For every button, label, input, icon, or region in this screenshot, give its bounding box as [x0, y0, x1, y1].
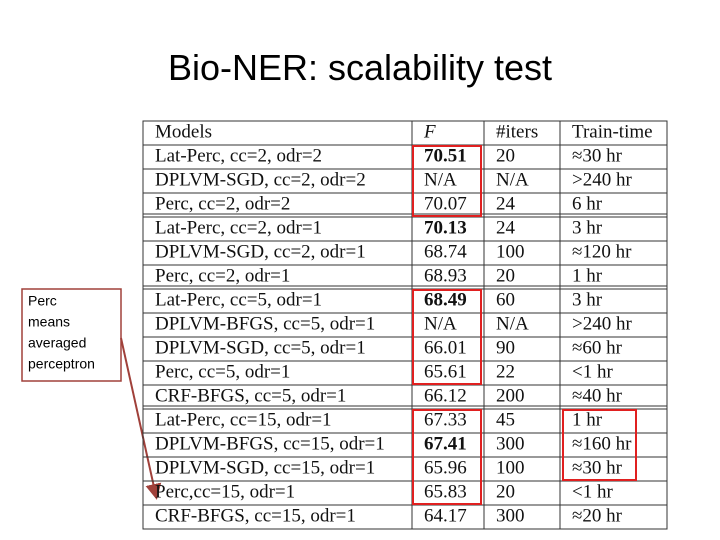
note-line: means [28, 314, 70, 330]
table-cell: N/A [424, 313, 457, 334]
note-box [21, 288, 122, 382]
table-cell: 66.12 [424, 385, 467, 406]
table-cell: Lat-Perc, cc=2, odr=1 [155, 217, 322, 238]
table-cell: 6 hr [572, 193, 603, 214]
table-cell: 3 hr [572, 289, 603, 310]
table-cell: 67.41 [424, 433, 467, 454]
table-cell: 100 [496, 241, 525, 262]
table-cell: 66.01 [424, 337, 467, 358]
table-cell: Perc, cc=2, odr=1 [155, 265, 290, 286]
table-cell: 65.83 [424, 481, 467, 502]
table-cell: <1 hr [572, 361, 613, 382]
note-line: perceptron [28, 356, 95, 372]
table-cell: 20 [496, 145, 515, 166]
table-border [142, 120, 668, 530]
header-cell: #iters [496, 121, 538, 142]
table-cell: Lat-Perc, cc=15, odr=1 [155, 409, 332, 430]
table-cell: 100 [496, 457, 525, 478]
table-cell: DPLVM-BFGS, cc=15, odr=1 [155, 433, 385, 454]
table-cell: Perc,cc=15, odr=1 [155, 481, 295, 502]
table-cell: 24 [496, 193, 516, 214]
table-cell: DPLVM-SGD, cc=5, odr=1 [155, 337, 366, 358]
table-cell: ≈40 hr [572, 385, 623, 406]
note-arrow [120, 337, 162, 500]
table-cell: 68.49 [424, 289, 467, 310]
highlight-box [562, 409, 637, 481]
table-cell: ≈60 hr [572, 337, 623, 358]
table-cell: 300 [496, 505, 525, 526]
table-cell: 64.17 [424, 505, 467, 526]
table-cell: DPLVM-SGD, cc=15, odr=1 [155, 457, 375, 478]
table-cell: >240 hr [572, 169, 632, 190]
table-cell: 300 [496, 433, 525, 454]
table-cell: 200 [496, 385, 525, 406]
table-cell: 68.74 [424, 241, 467, 262]
slide-title: Bio-NER: scalability test [168, 47, 552, 88]
table-cell: DPLVM-BFGS, cc=5, odr=1 [155, 313, 375, 334]
table-cell: DPLVM-SGD, cc=2, odr=2 [155, 169, 366, 190]
table-cell: 20 [496, 481, 515, 502]
table-cell: 45 [496, 409, 515, 430]
table-cell: 70.07 [424, 193, 467, 214]
table-cell: 70.51 [424, 145, 467, 166]
table-cell: DPLVM-SGD, cc=2, odr=1 [155, 241, 366, 262]
table-cell: ≈30 hr [572, 457, 623, 478]
table-cell: 3 hr [572, 217, 603, 238]
highlight-box [412, 289, 482, 385]
table-cell: 90 [496, 337, 515, 358]
table-cell: CRF-BFGS, cc=15, odr=1 [155, 505, 356, 526]
table-cell: 60 [496, 289, 515, 310]
table-cell: 68.93 [424, 265, 467, 286]
table-cell: 22 [496, 361, 515, 382]
header-cell: Train-time [572, 121, 653, 142]
table-cell: ≈20 hr [572, 505, 623, 526]
table-cell: 1 hr [572, 265, 603, 286]
table-cell: N/A [424, 169, 457, 190]
results-table: Models F #iters Train-time Lat-Perc, cc=2, o… [142, 120, 668, 530]
highlight-box [412, 409, 482, 505]
note-line: Perc [28, 293, 57, 309]
table-cell: Perc, cc=5, odr=1 [155, 361, 290, 382]
table-cell: Lat-Perc, cc=5, odr=1 [155, 289, 322, 310]
table-cell: >240 hr [572, 313, 632, 334]
table-cell: 1 hr [572, 409, 603, 430]
table-cell: Perc, cc=2, odr=2 [155, 193, 290, 214]
table-cell: Lat-Perc, cc=2, odr=2 [155, 145, 322, 166]
highlight-box [412, 145, 482, 217]
table-cell: N/A [496, 313, 529, 334]
note-line: averaged [28, 335, 86, 351]
table-cell: CRF-BFGS, cc=5, odr=1 [155, 385, 346, 406]
table-cell: N/A [496, 169, 529, 190]
table-cell: 67.33 [424, 409, 467, 430]
table-cell: 70.13 [424, 217, 467, 238]
header-cell: F [423, 121, 436, 142]
table-cell: 65.61 [424, 361, 467, 382]
table-cell: 65.96 [424, 457, 467, 478]
header-cell: Models [155, 121, 212, 142]
table-cell: ≈30 hr [572, 145, 623, 166]
table-cell: 24 [496, 217, 516, 238]
table-cell: <1 hr [572, 481, 613, 502]
table-cell: ≈120 hr [572, 241, 632, 262]
table-cell: 20 [496, 265, 515, 286]
table-cell: ≈160 hr [572, 433, 632, 454]
